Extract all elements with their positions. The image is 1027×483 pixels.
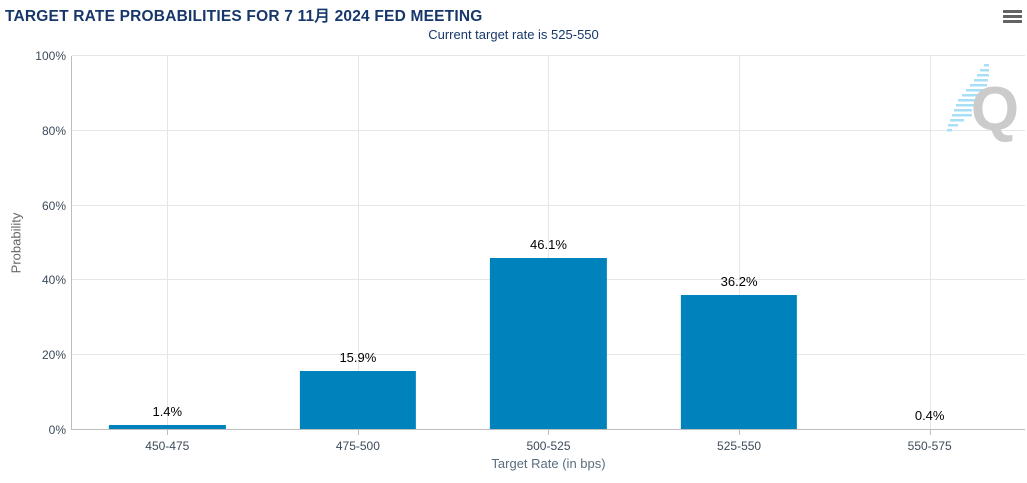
y-tick-label: 100% <box>35 49 66 63</box>
bar-525-550[interactable] <box>680 294 798 430</box>
x-axis-tick <box>548 430 550 435</box>
y-tick-label: 80% <box>41 123 66 138</box>
y-tick-label: 20% <box>41 348 66 363</box>
value-label: 46.1% <box>530 236 567 252</box>
y-tick-label: 60% <box>41 198 66 213</box>
bar-500-525[interactable] <box>490 257 607 430</box>
category-column: 46.1% 500-525 <box>453 56 644 453</box>
x-axis-line <box>71 429 1025 430</box>
horizontal-gridline <box>72 55 1025 56</box>
chart-context-menu-button[interactable] <box>1003 10 1022 23</box>
bar-450-475[interactable] <box>109 424 226 430</box>
vertical-gridline <box>739 56 741 430</box>
x-axis-tick <box>167 430 169 435</box>
value-label: 15.9% <box>339 349 377 365</box>
y-axis-title: Probability <box>8 212 24 274</box>
category-column: 15.9% 475-500 <box>263 56 454 453</box>
chart-subtitle: Current target rate is 525-550 <box>428 27 599 42</box>
x-axis-tick <box>357 430 359 435</box>
bar-columns: 1.4% 450-475 15.9% 475-500 46.1% 500-525… <box>72 56 1025 453</box>
vertical-gridline <box>357 56 359 430</box>
category-column: 36.2% 525-550 <box>644 56 835 453</box>
hamburger-menu-icon <box>1003 20 1022 23</box>
bar-475-500[interactable] <box>299 370 417 430</box>
category-column: 1.4% 450-475 <box>72 56 263 453</box>
hamburger-menu-icon <box>1003 15 1022 18</box>
vertical-gridline <box>548 56 550 430</box>
vertical-gridline <box>167 56 169 430</box>
chart-title: TARGET RATE PROBABILITIES FOR 7 11月 2024… <box>5 8 483 25</box>
y-tick-label: 40% <box>41 273 66 288</box>
x-axis-tick <box>929 430 931 435</box>
vertical-gridline <box>929 56 931 430</box>
x-axis-tick <box>739 430 741 435</box>
value-label: 0.4% <box>914 407 945 423</box>
value-label: 1.4% <box>152 403 183 419</box>
value-label: 36.2% <box>720 273 758 289</box>
plot-area: 0% 20% 40% 60% 80% 100% Q <box>9 49 1025 471</box>
category-label: 525-550 <box>717 439 762 453</box>
category-label: 450-475 <box>145 439 190 453</box>
category-label: 550-575 <box>907 439 952 453</box>
y-tick-label: 0% <box>48 423 66 437</box>
category-label: 500-525 <box>526 439 571 453</box>
category-label: 475-500 <box>335 439 380 453</box>
hamburger-menu-icon <box>1003 10 1022 13</box>
x-axis-title: Target Rate (in bps) <box>491 456 606 471</box>
category-column: 0.4% 550-575 <box>834 56 1025 453</box>
